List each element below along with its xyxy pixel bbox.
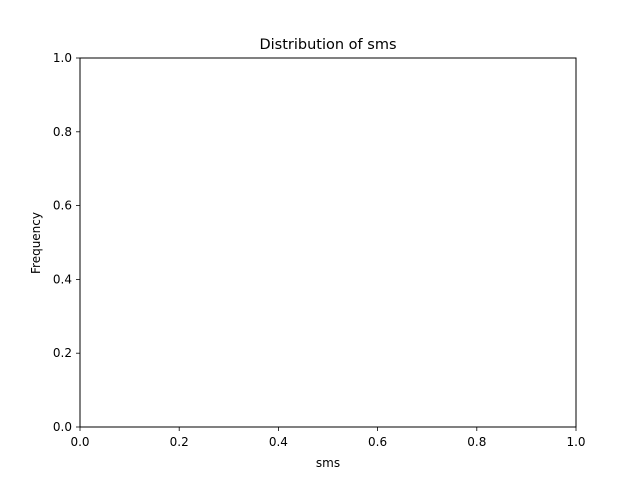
x-tick-label: 0.8 xyxy=(467,435,486,449)
x-tick-label: 0.2 xyxy=(170,435,189,449)
x-tick-label: 1.0 xyxy=(566,435,585,449)
y-tick-label: 0.6 xyxy=(53,199,72,213)
y-tick-label: 0.4 xyxy=(53,272,72,286)
x-axis-ticks: 0.0 0.2 0.4 0.6 0.8 1.0 xyxy=(70,427,586,449)
plot-area xyxy=(79,57,577,428)
y-tick-label: 1.0 xyxy=(53,51,72,65)
y-tick-label: 0.0 xyxy=(53,420,72,434)
y-tick-label: 0.8 xyxy=(53,125,72,139)
x-tick-label: 0.4 xyxy=(269,435,288,449)
x-axis-label: sms xyxy=(316,456,340,470)
x-tick-label: 0.0 xyxy=(70,435,89,449)
x-tick-label: 0.6 xyxy=(368,435,387,449)
y-axis-label: Frequency xyxy=(29,212,43,274)
y-tick-label: 0.2 xyxy=(53,346,72,360)
axes-frame xyxy=(79,57,577,428)
chart-title: Distribution of sms xyxy=(259,37,396,53)
y-axis-ticks: 0.0 0.2 0.4 0.6 0.8 1.0 xyxy=(53,51,80,434)
